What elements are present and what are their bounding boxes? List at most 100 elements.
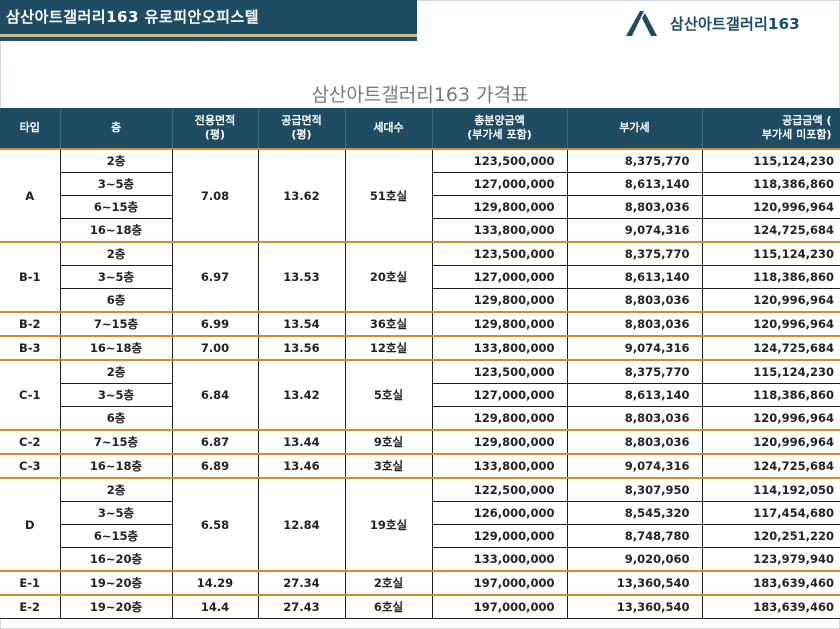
- total-price-cell: 133,800,000: [431, 453, 568, 479]
- header-text-line: 공급면적: [281, 114, 322, 127]
- table-row: C-3 16~18층 6.89 13.46 3호실 133,800,000 9,074,31…: [0, 453, 840, 479]
- table-row: 16~20층 133,000,000 9,020,060 123,979,940: [0, 547, 840, 572]
- total-price-cell: 123,500,000: [431, 359, 568, 384]
- total-price-cell: 123,500,000: [431, 148, 568, 173]
- unit-type-cell: E-2: [0, 594, 61, 619]
- unit-type-cell: E-1: [0, 570, 61, 596]
- table-row: 6층 129,800,000 8,803,036 120,996,964: [0, 288, 840, 313]
- supply-price-cell: 183,639,460: [701, 570, 840, 596]
- table-body: A 2층 7.08 13.62 51호실 123,500,000 8,375,770 115,…: [0, 148, 840, 619]
- supply-price-cell: 115,124,230: [701, 241, 840, 266]
- floor-cell: 16~20층: [59, 547, 173, 572]
- households-cell: 6호실: [344, 594, 433, 619]
- exclusive-area-cell: 14.4: [171, 594, 259, 619]
- supply-price-cell: 120,996,964: [701, 406, 840, 431]
- column-header-total-price: 총분양금액 (부가세 포함): [432, 108, 568, 149]
- unit-type-cell: B-2: [0, 311, 61, 337]
- vat-cell: 8,375,770: [566, 241, 703, 266]
- vat-cell: 8,307,950: [566, 477, 703, 502]
- exclusive-area-cell: 6.87: [171, 429, 259, 455]
- exclusive-area-cell: 6.58: [171, 477, 259, 572]
- table-header-row: 타입 층 전용면적 (평) 공급면적 (평) 세대수 총분양금액 (부가세 포함) 부…: [0, 108, 840, 149]
- total-price-cell: 127,000,000: [431, 265, 568, 289]
- vat-cell: 8,748,780: [566, 524, 703, 548]
- supply-price-cell: 124,725,684: [701, 218, 840, 243]
- table-row: A 2층 7.08 13.62 51호실 123,500,000 8,375,770 115,…: [0, 148, 840, 243]
- column-header-floor: 층: [60, 108, 173, 149]
- supply-price-cell: 124,725,684: [701, 335, 840, 361]
- vat-cell: 8,375,770: [566, 359, 703, 384]
- table-row: B-1 2층 6.97 13.53 20호실 123,500,000 8,375,770 11…: [0, 241, 840, 313]
- exclusive-area-cell: 7.08: [171, 148, 259, 243]
- vat-cell: 8,375,770: [566, 148, 703, 173]
- vat-cell: 9,074,316: [566, 218, 703, 243]
- supply-price-cell: 118,386,860: [701, 265, 840, 289]
- vat-cell: 8,803,036: [566, 311, 703, 337]
- total-price-cell: 129,000,000: [431, 524, 568, 548]
- supply-area-cell: 12.84: [257, 477, 346, 572]
- floor-cell: 2층: [59, 241, 173, 266]
- total-price-cell: 133,800,000: [431, 335, 568, 361]
- vat-cell: 9,074,316: [566, 335, 703, 361]
- total-price-cell: 133,000,000: [431, 547, 568, 572]
- vat-cell: 8,803,036: [566, 429, 703, 455]
- supply-area-cell: 27.34: [257, 570, 346, 596]
- exclusive-area-cell: 6.89: [171, 453, 259, 479]
- households-cell: 9호실: [344, 429, 433, 455]
- column-header-vat: 부가세: [567, 108, 703, 149]
- total-price-cell: 122,500,000: [431, 477, 568, 502]
- table-row: 16~18층 133,800,000 9,074,316 124,725,684: [0, 218, 840, 243]
- table-row: D 2층 6.58 12.84 19호실 122,500,000 8,307,950 114,…: [0, 477, 840, 572]
- households-cell: 36호실: [344, 311, 433, 337]
- floor-cell: 6층: [59, 288, 173, 313]
- vat-cell: 8,613,140: [566, 383, 703, 407]
- total-price-cell: 129,800,000: [431, 195, 568, 219]
- supply-price-cell: 120,996,964: [701, 429, 840, 455]
- table-row: 3~5층 127,000,000 8,613,140 118,386,860: [0, 265, 840, 289]
- unit-type-cell: D: [0, 477, 61, 572]
- price-table: 타입 층 전용면적 (평) 공급면적 (평) 세대수 총분양금액 (부가세 포함) 부…: [0, 108, 840, 619]
- banner-accent-stripe: [0, 34, 417, 37]
- vat-cell: 8,613,140: [566, 172, 703, 196]
- column-header-households: 세대수: [345, 108, 433, 149]
- supply-area-cell: 13.53: [257, 241, 346, 313]
- total-price-cell: 126,000,000: [431, 501, 568, 525]
- total-price-cell: 197,000,000: [431, 570, 568, 596]
- floor-cell: 19~20층: [59, 570, 173, 596]
- supply-price-cell: 115,124,230: [701, 359, 840, 384]
- supply-price-cell: 123,979,940: [701, 547, 840, 572]
- header-text-line: 총분양금액: [474, 114, 525, 127]
- floor-cell: 3~5층: [59, 501, 173, 525]
- table-row: 3~5층 127,000,000 8,613,140 118,386,860: [0, 383, 840, 407]
- vat-cell: 13,360,540: [566, 594, 703, 619]
- supply-price-cell: 183,639,460: [701, 594, 840, 619]
- floor-cell: 7~15층: [59, 429, 173, 455]
- supply-area-cell: 13.62: [257, 148, 346, 243]
- supply-price-cell: 115,124,230: [701, 148, 840, 173]
- households-cell: 2호실: [344, 570, 433, 596]
- brand-logo: 삼산아트갤러리163: [624, 6, 800, 40]
- header-text-line: (평): [291, 128, 312, 141]
- exclusive-area-cell: 6.97: [171, 241, 259, 313]
- table-row: B-2 7~15층 6.99 13.54 36호실 129,800,000 8,803,03…: [0, 311, 840, 337]
- vat-cell: 13,360,540: [566, 570, 703, 596]
- table-row: E-1 19~20층 14.29 27.34 2호실 197,000,000 13,360,…: [0, 570, 840, 596]
- supply-price-cell: 124,725,684: [701, 453, 840, 479]
- vat-cell: 9,020,060: [566, 547, 703, 572]
- total-price-cell: 129,800,000: [431, 288, 568, 313]
- households-cell: 19호실: [344, 477, 433, 572]
- floor-cell: 3~5층: [59, 383, 173, 407]
- column-header-exclusive-area: 전용면적 (평): [172, 108, 259, 149]
- unit-type-cell: C-2: [0, 429, 61, 455]
- vat-cell: 9,074,316: [566, 453, 703, 479]
- supply-price-cell: 118,386,860: [701, 172, 840, 196]
- supply-area-cell: 13.56: [257, 335, 346, 361]
- column-header-supply-price: 공급금액 (부가세 미포함): [702, 108, 840, 149]
- brand-mark-icon: [626, 11, 657, 36]
- total-price-cell: 127,000,000: [431, 383, 568, 407]
- floor-cell: 2층: [59, 477, 173, 502]
- table-row: 6~15층 129,000,000 8,748,780 120,251,220: [0, 524, 840, 548]
- supply-price-cell: 114,192,050: [701, 477, 840, 502]
- header-text-line: 공급금액 (: [782, 114, 832, 127]
- table-row: 3~5층 126,000,000 8,545,320 117,454,680: [0, 501, 840, 525]
